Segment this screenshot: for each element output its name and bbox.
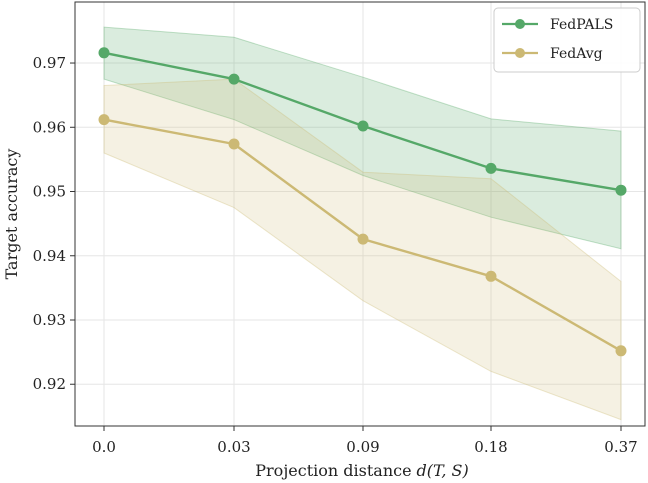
x-axis-label: Projection distance d(T, S) [255,461,468,480]
y-tick-label: 0.93 [33,311,66,329]
fedpals-point [357,120,369,132]
legend-fedavg-label: FedAvg [550,46,603,62]
y-axis-label: Target accuracy [2,149,21,280]
plot-background [75,2,645,426]
y-tick-label: 0.97 [33,54,66,72]
fedavg-point [615,345,627,357]
legend-fedpals-label: FedPALS [550,17,613,33]
x-axis-ticks: 0.0 0.03 0.09 0.18 0.37 [92,426,638,456]
x-tick-label: 0.09 [346,438,379,456]
fedavg-point [98,114,110,126]
plot-frame [74,1,646,427]
series-points [98,47,627,357]
y-tick-label: 0.92 [33,375,66,393]
fedpals-point [485,162,497,174]
y-tick-label: 0.96 [33,118,66,136]
x-axis-label-text: Projection distance [255,461,411,480]
legend-fedpals-marker [515,19,525,29]
x-tick-label: 0.18 [474,438,507,456]
y-axis-ticks: 0.92 0.93 0.94 0.95 0.96 0.97 [33,54,75,393]
fedpals-point [228,73,240,85]
fedavg-point [357,233,369,245]
fedavg-point [485,270,497,282]
fedpals-point [615,184,627,196]
fedpals-point [98,47,110,59]
x-tick-label: 0.03 [217,438,250,456]
x-tick-label: 0.0 [92,438,116,456]
y-tick-label: 0.95 [33,183,66,201]
legend-fedavg-marker [515,48,525,58]
y-tick-label: 0.94 [33,247,66,265]
x-tick-label: 0.37 [604,438,637,456]
fedavg-point [228,138,240,150]
x-axis-label-math: d(T, S) [417,461,469,480]
fedavg-confidence-band [103,78,622,421]
legend: FedPALS FedAvg [493,7,641,73]
